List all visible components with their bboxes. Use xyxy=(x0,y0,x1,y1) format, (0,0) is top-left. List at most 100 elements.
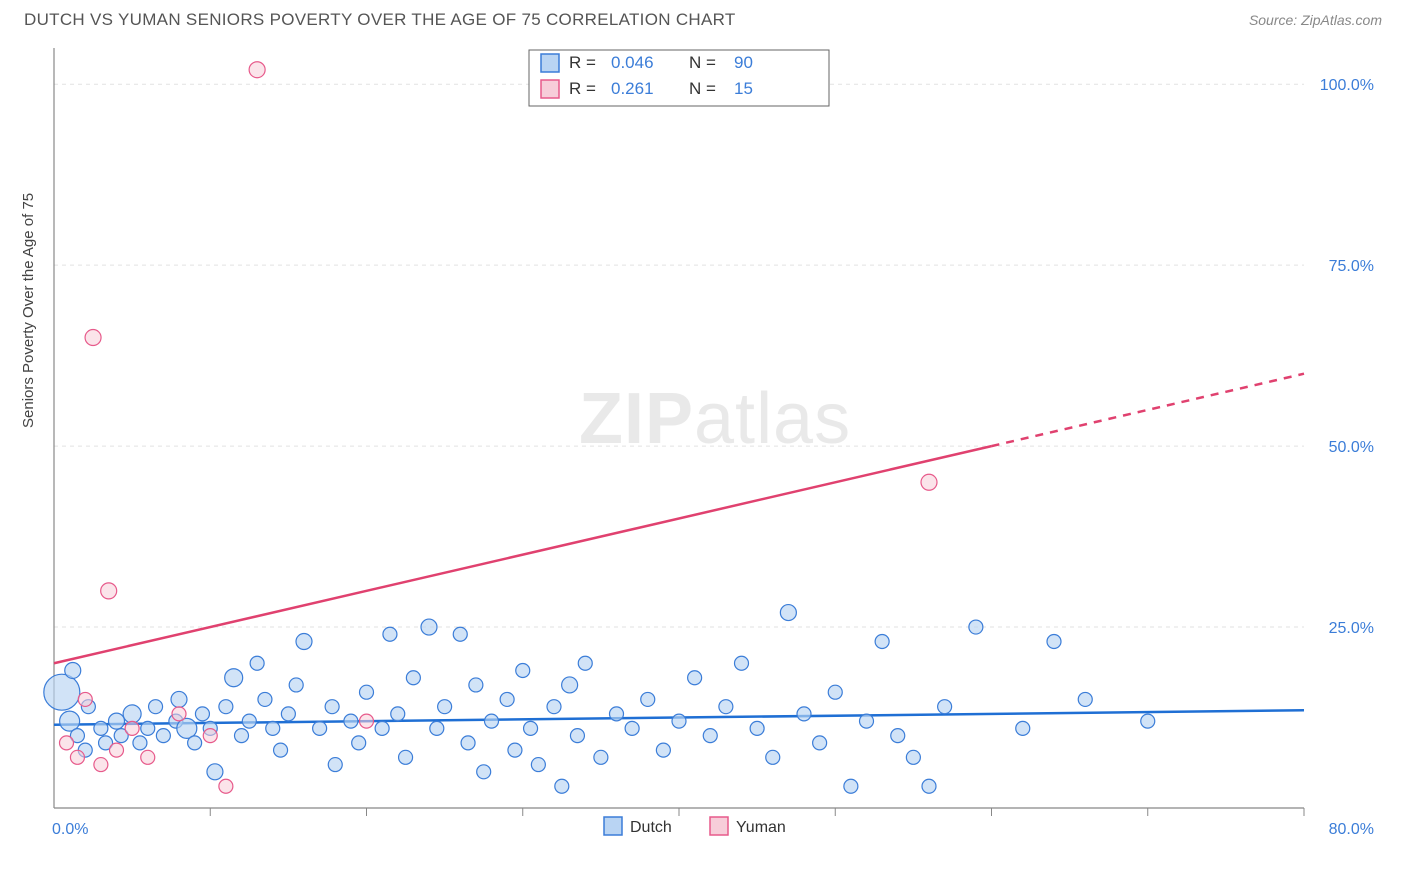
data-point xyxy=(1141,714,1155,728)
data-point xyxy=(94,758,108,772)
data-point xyxy=(875,635,889,649)
data-point xyxy=(828,685,842,699)
data-point xyxy=(625,721,639,735)
data-point xyxy=(578,656,592,670)
data-point xyxy=(531,758,545,772)
data-point xyxy=(78,692,92,706)
data-point xyxy=(891,729,905,743)
data-point xyxy=(225,669,243,687)
data-point xyxy=(156,729,170,743)
data-point xyxy=(547,700,561,714)
data-point xyxy=(60,736,74,750)
source-attribution: Source: ZipAtlas.com xyxy=(1249,12,1382,28)
data-point xyxy=(94,721,108,735)
data-point xyxy=(906,750,920,764)
data-point xyxy=(101,583,117,599)
legend-swatch xyxy=(541,80,559,98)
data-point xyxy=(171,691,187,707)
source-name: ZipAtlas.com xyxy=(1301,12,1382,28)
data-point xyxy=(1078,692,1092,706)
data-point xyxy=(703,729,717,743)
data-point xyxy=(500,692,514,706)
data-point xyxy=(594,750,608,764)
legend-r-label: R = xyxy=(569,79,596,98)
data-point xyxy=(70,750,84,764)
data-point xyxy=(141,750,155,764)
data-point xyxy=(296,634,312,650)
data-point xyxy=(207,764,223,780)
data-point xyxy=(524,721,538,735)
data-point xyxy=(219,779,233,793)
data-point xyxy=(672,714,686,728)
data-point xyxy=(656,743,670,757)
source-label: Source: xyxy=(1249,12,1297,28)
data-point xyxy=(399,750,413,764)
data-point xyxy=(406,671,420,685)
data-point xyxy=(344,714,358,728)
series-swatch xyxy=(604,817,622,835)
data-point xyxy=(149,700,163,714)
data-point xyxy=(969,620,983,634)
x-label-right: 80.0% xyxy=(1329,821,1374,838)
data-point xyxy=(508,743,522,757)
data-point xyxy=(125,721,139,735)
legend-swatch xyxy=(541,54,559,72)
data-point xyxy=(383,627,397,641)
data-point xyxy=(141,721,155,735)
legend-n-value: 15 xyxy=(734,79,753,98)
data-point xyxy=(195,707,209,721)
data-point xyxy=(250,656,264,670)
data-point xyxy=(844,779,858,793)
x-label-left: 0.0% xyxy=(52,821,88,838)
data-point xyxy=(328,758,342,772)
y-tick-label: 75.0% xyxy=(1329,258,1374,275)
data-point xyxy=(188,736,202,750)
data-point xyxy=(44,674,80,710)
legend-r-value: 0.046 xyxy=(611,53,654,72)
data-point xyxy=(610,707,624,721)
data-point xyxy=(555,779,569,793)
data-point xyxy=(453,627,467,641)
data-point xyxy=(219,700,233,714)
data-point xyxy=(360,714,374,728)
data-point xyxy=(813,736,827,750)
data-point xyxy=(688,671,702,685)
legend-n-label: N = xyxy=(689,79,716,98)
data-point xyxy=(516,663,530,677)
data-point xyxy=(203,729,217,743)
legend-n-value: 90 xyxy=(734,53,753,72)
data-point xyxy=(360,685,374,699)
data-point xyxy=(1047,635,1061,649)
data-point xyxy=(461,736,475,750)
data-point xyxy=(242,714,256,728)
data-point xyxy=(235,729,249,743)
data-point xyxy=(766,750,780,764)
data-point xyxy=(325,700,339,714)
chart-container: Seniors Poverty Over the Age of 75 25.0%… xyxy=(24,38,1382,858)
data-point xyxy=(430,721,444,735)
data-point xyxy=(641,692,655,706)
series-swatch xyxy=(710,817,728,835)
data-point xyxy=(109,713,125,729)
series-label: Dutch xyxy=(630,819,672,836)
data-point xyxy=(570,729,584,743)
chart-header: DUTCH VS YUMAN SENIORS POVERTY OVER THE … xyxy=(0,0,1406,38)
data-point xyxy=(922,779,936,793)
y-tick-label: 25.0% xyxy=(1329,620,1374,637)
trend-line-dashed xyxy=(992,374,1305,446)
trend-line xyxy=(54,446,992,663)
data-point xyxy=(266,721,280,735)
data-point xyxy=(797,707,811,721)
legend-r-value: 0.261 xyxy=(611,79,654,98)
watermark: ZIPatlas xyxy=(579,379,851,459)
data-point xyxy=(258,692,272,706)
data-point xyxy=(313,721,327,735)
data-point xyxy=(938,700,952,714)
data-point xyxy=(477,765,491,779)
data-point xyxy=(249,62,265,78)
data-point xyxy=(352,736,366,750)
data-point xyxy=(421,619,437,635)
data-point xyxy=(289,678,303,692)
data-point xyxy=(281,707,295,721)
data-point xyxy=(391,707,405,721)
